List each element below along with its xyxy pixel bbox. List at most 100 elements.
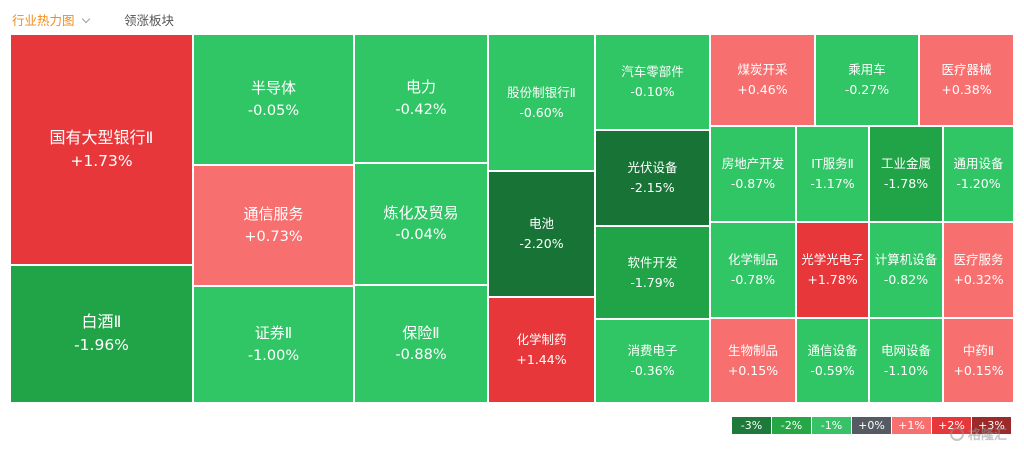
sector-change: +0.46% — [737, 82, 788, 97]
sector-change: -0.10% — [630, 84, 675, 99]
sector-tile[interactable]: 化学制品 -0.78% — [710, 222, 796, 318]
sector-name: 煤炭开采 — [737, 62, 788, 78]
sector-tile[interactable]: 保险Ⅱ -0.88% — [354, 285, 488, 403]
sector-name: 医疗器械 — [941, 62, 992, 78]
sector-tile[interactable]: 煤炭开采 +0.46% — [710, 34, 815, 126]
sector-change: +1.73% — [70, 151, 133, 170]
sector-name: 半导体 — [250, 79, 296, 98]
sector-name: 消费电子 — [627, 343, 678, 359]
sector-change: -0.78% — [730, 272, 776, 287]
legend-swatch: -3% — [732, 417, 772, 434]
sector-tile[interactable]: 消费电子 -0.36% — [595, 319, 710, 403]
sector-name: 保险Ⅱ — [402, 323, 440, 342]
sector-change: -0.04% — [395, 227, 447, 244]
sector-name: 电网设备 — [880, 342, 931, 358]
legend-swatch: +1% — [892, 417, 932, 434]
legend-swatch: +0% — [852, 417, 892, 434]
tab-leading-sectors-label: 领涨板块 — [124, 13, 175, 28]
sector-name: 电力 — [405, 78, 436, 97]
tab-industry-heatmap[interactable]: 行业热力图 — [12, 10, 90, 29]
sector-change: -0.87% — [730, 176, 776, 191]
sector-tile[interactable]: 生物制品 +0.15% — [710, 318, 796, 403]
sector-tile[interactable]: 电力 -0.42% — [354, 34, 488, 163]
sector-name: 通用设备 — [953, 156, 1004, 172]
sector-name: 化学制药 — [516, 332, 567, 348]
sector-tile[interactable]: 医疗服务 +0.32% — [943, 222, 1014, 318]
sector-change: -1.78% — [883, 176, 929, 191]
sector-name: 化学制品 — [727, 252, 778, 268]
sector-name: 通信设备 — [807, 342, 858, 358]
sector-tile[interactable]: 房地产开发 -0.87% — [710, 126, 796, 222]
tab-bar: 行业热力图 领涨板块 — [0, 0, 1024, 36]
sector-tile[interactable]: 股份制银行Ⅱ -0.60% — [488, 34, 595, 171]
sector-name: 计算机设备 — [874, 252, 938, 268]
sector-tile[interactable]: 通用设备 -1.20% — [943, 126, 1014, 222]
sector-name: 光学光电子 — [801, 252, 864, 268]
sector-change: -0.27% — [844, 82, 890, 97]
sector-change: -1.96% — [74, 336, 129, 355]
sector-name: 医疗服务 — [953, 252, 1004, 268]
sector-change: -2.15% — [630, 180, 675, 195]
sector-tile[interactable]: 炼化及贸易 -0.04% — [354, 163, 488, 285]
sector-change: +0.15% — [727, 362, 779, 378]
sector-tile[interactable]: 光伏设备 -2.15% — [595, 130, 710, 226]
sector-name: 炼化及贸易 — [383, 203, 459, 222]
sector-tile[interactable]: 半导体 -0.05% — [193, 34, 354, 165]
sector-change: +0.38% — [941, 82, 992, 97]
sector-tile[interactable]: 工业金属 -1.78% — [869, 126, 943, 222]
sector-tile[interactable]: 白酒Ⅱ -1.96% — [10, 265, 193, 403]
color-legend: -3% -2% -1% +0% +1% +2% +3% — [732, 417, 1012, 434]
sector-change: -0.88% — [395, 347, 447, 364]
sector-change: -0.05% — [247, 102, 300, 119]
sector-tile[interactable]: 计算机设备 -0.82% — [869, 222, 943, 318]
sector-change: +1.44% — [516, 352, 567, 367]
sector-tile[interactable]: 中药Ⅱ +0.15% — [943, 318, 1014, 403]
sector-name: 房地产开发 — [721, 156, 785, 172]
sector-name: 光伏设备 — [627, 160, 678, 176]
legend-swatch: -1% — [812, 417, 852, 434]
sector-name: 乘用车 — [848, 62, 886, 78]
sector-tile[interactable]: 电池 -2.20% — [488, 171, 595, 297]
sector-name: IT服务Ⅱ — [811, 156, 854, 172]
sector-name: 电池 — [528, 216, 554, 232]
sector-name: 工业金属 — [880, 156, 931, 172]
sector-tile[interactable]: 软件开发 -1.79% — [595, 226, 710, 319]
legend-swatch: +3% — [972, 417, 1012, 434]
sector-change: -0.36% — [630, 363, 675, 378]
sector-tile[interactable]: 光学光电子 +1.78% — [796, 222, 869, 318]
sector-tile[interactable]: 通信设备 -0.59% — [796, 318, 869, 403]
sector-name: 国有大型银行Ⅱ — [49, 127, 154, 147]
sector-change: -1.17% — [810, 176, 855, 191]
sector-tile[interactable]: 汽车零部件 -0.10% — [595, 34, 710, 130]
sector-name: 软件开发 — [627, 254, 678, 270]
sector-name: 中药Ⅱ — [962, 342, 995, 358]
sector-change: -0.60% — [519, 104, 564, 120]
tab-leading-sectors[interactable]: 领涨板块 — [124, 10, 174, 29]
sector-tile[interactable]: 化学制药 +1.44% — [488, 297, 595, 403]
sector-tile[interactable]: 通信服务 +0.73% — [193, 165, 354, 286]
sector-change: -1.20% — [956, 176, 1001, 191]
watermark: 格隆汇 — [950, 424, 1007, 443]
sector-name: 汽车零部件 — [621, 64, 684, 80]
sector-change: -0.42% — [395, 101, 447, 118]
watermark-text: 格隆汇 — [968, 428, 1008, 443]
sector-tile[interactable]: IT服务Ⅱ -1.17% — [796, 126, 869, 222]
sector-name: 通信服务 — [243, 205, 304, 224]
sector-change: -1.10% — [883, 362, 929, 378]
sector-tile[interactable]: 乘用车 -0.27% — [815, 34, 919, 126]
sector-tile[interactable]: 国有大型银行Ⅱ +1.73% — [10, 34, 193, 265]
sector-change: +0.32% — [953, 272, 1004, 287]
sector-name: 股份制银行Ⅱ — [507, 84, 576, 100]
sector-change: +1.78% — [807, 272, 858, 287]
sector-tile[interactable]: 证券Ⅱ -1.00% — [193, 286, 354, 403]
sector-tile[interactable]: 医疗器械 +0.38% — [919, 34, 1014, 126]
sector-change: -0.59% — [810, 362, 855, 378]
tab-industry-heatmap-label: 行业热力图 — [12, 13, 75, 28]
watermark-logo-icon — [950, 427, 964, 441]
sector-name: 白酒Ⅱ — [81, 312, 122, 332]
sector-tile[interactable]: 电网设备 -1.10% — [869, 318, 943, 403]
sector-name: 证券Ⅱ — [254, 324, 293, 343]
legend-swatch: -2% — [772, 417, 812, 434]
sector-change: -1.00% — [247, 347, 300, 364]
